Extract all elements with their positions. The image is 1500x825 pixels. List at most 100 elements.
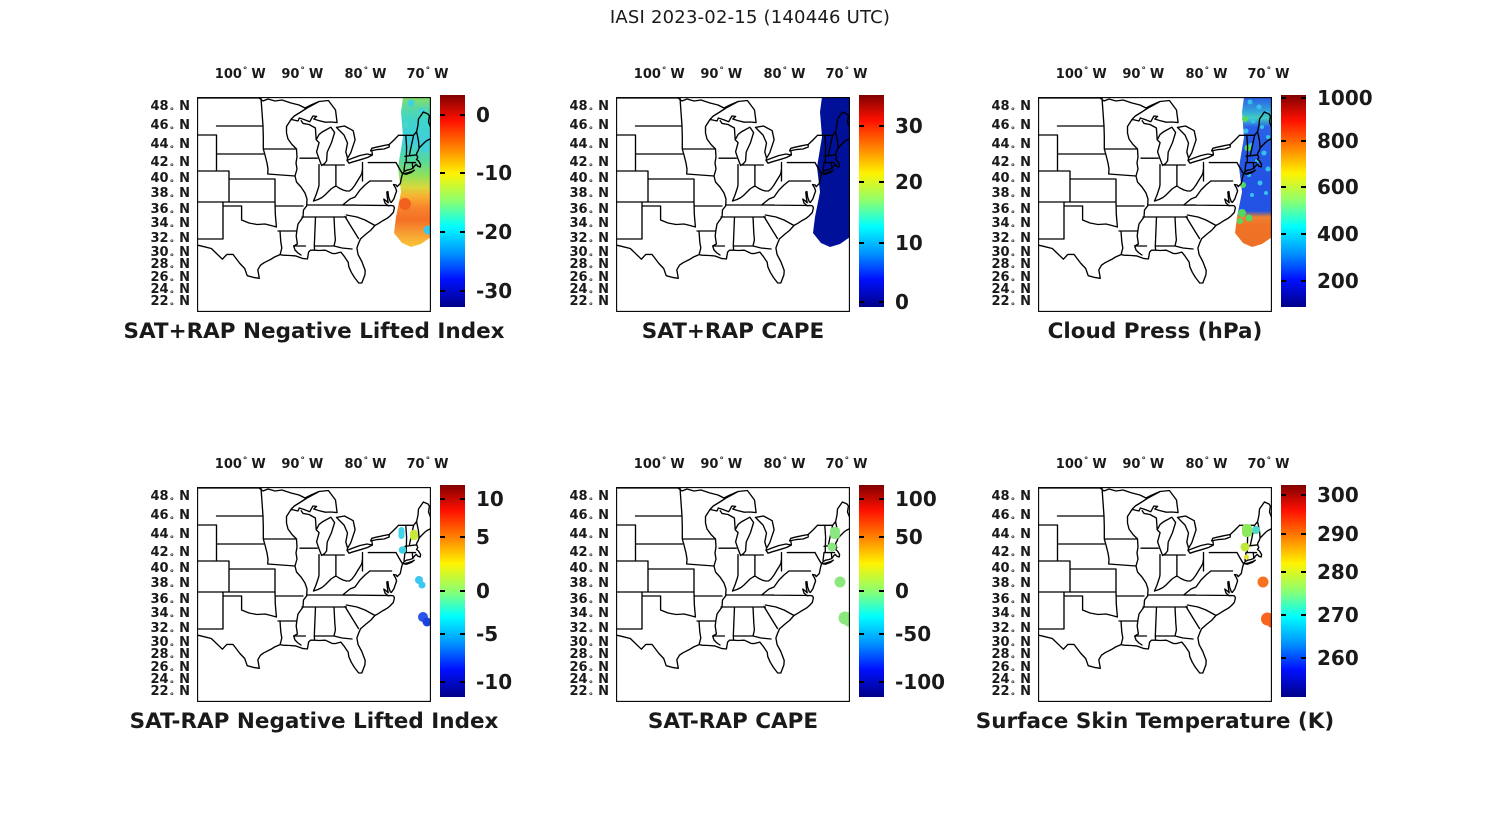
swath-patch xyxy=(1242,116,1248,122)
colorbar-tick-label: 260 xyxy=(1317,645,1359,670)
colorbar-tick xyxy=(440,536,445,539)
swath-patch xyxy=(1247,99,1253,105)
lat-tick-label: 44° N xyxy=(569,136,609,155)
lat-tick-label: 38° N xyxy=(569,186,609,205)
colorbar-tick-label: 800 xyxy=(1317,128,1359,153)
colorbar-tick xyxy=(460,113,465,116)
swath-patch xyxy=(403,122,409,128)
lat-tick-label: 40° N xyxy=(150,560,190,579)
colorbar-tick-label: 0 xyxy=(895,578,909,603)
lat-tick-label: 40° N xyxy=(150,170,190,189)
lat-tick-label: 36° N xyxy=(569,591,609,610)
lat-tick-label: 48° N xyxy=(569,99,609,118)
lat-tick-label: 32° N xyxy=(150,230,190,249)
lon-tick-label: 100° W xyxy=(633,456,685,472)
lon-tick-label: 80° W xyxy=(1185,456,1228,472)
retrieval-dot xyxy=(398,546,407,554)
colorbar-sat-plus-rap-nli xyxy=(440,95,465,307)
retrieval-dot xyxy=(834,576,846,588)
lat-tick-label: 28° N xyxy=(569,257,609,276)
lat-tick-label: 44° N xyxy=(991,136,1031,155)
lat-tick-label: 28° N xyxy=(991,647,1031,666)
lat-tick-label: 42° N xyxy=(150,154,190,173)
panel-title: SAT-RAP CAPE xyxy=(647,709,819,734)
colorbar-tick xyxy=(460,633,465,636)
lat-tick-label: 22° N xyxy=(569,293,609,312)
lat-tick-label: 44° N xyxy=(150,526,190,545)
colorbar-tick xyxy=(859,536,864,539)
colorbar-tick xyxy=(1281,656,1286,659)
lon-tick-label: 80° W xyxy=(763,66,806,82)
colorbar-tick-label: -100 xyxy=(895,669,946,694)
colorbar-tick xyxy=(1301,280,1306,283)
colorbar-tick xyxy=(879,124,884,127)
colorbar-tick xyxy=(1301,614,1306,617)
colorbar-tick xyxy=(440,230,445,233)
colorbar-tick-label: -20 xyxy=(476,219,513,244)
colorbar-tick xyxy=(440,680,445,683)
lon-tick-label: 100° W xyxy=(633,66,685,82)
lon-tick-label: 90° W xyxy=(1122,456,1165,472)
lon-tick-label: 80° W xyxy=(763,456,806,472)
map-surface-skin-temp xyxy=(1038,487,1272,702)
colorbar-tick xyxy=(460,230,465,233)
colorbar-tick xyxy=(440,589,445,592)
lat-tick-label: 32° N xyxy=(569,620,609,639)
lat-tick-label: 26° N xyxy=(991,660,1031,679)
lat-tick-label: 46° N xyxy=(150,508,190,527)
lat-tick-label: 36° N xyxy=(991,201,1031,220)
swath-patch xyxy=(1266,135,1270,139)
lat-tick-label: 40° N xyxy=(991,560,1031,579)
colorbar-tick xyxy=(1281,570,1286,573)
lon-tick-label: 90° W xyxy=(1122,66,1165,82)
us-state-boundaries xyxy=(616,97,850,284)
retrieval-dot xyxy=(830,527,840,539)
panel-title: Surface Skin Temperature (K) xyxy=(975,709,1335,734)
lat-tick-label: 38° N xyxy=(991,186,1031,205)
colorbar-tick xyxy=(1301,233,1306,236)
lon-tick-label: 90° W xyxy=(281,66,324,82)
colorbar-tick-label: 200 xyxy=(1317,269,1359,294)
colorbar-tick xyxy=(460,497,465,500)
colorbar-cloud-press xyxy=(1281,95,1306,307)
colorbar-tick-label: 50 xyxy=(895,525,923,550)
lat-tick-label: 26° N xyxy=(569,660,609,679)
map-sat-plus-rap-nli xyxy=(197,97,431,312)
lon-tick-label: 70° W xyxy=(1247,456,1290,472)
colorbar-tick xyxy=(440,290,445,293)
colorbar-tick xyxy=(859,300,864,303)
lat-tick-label: 26° N xyxy=(569,270,609,289)
swath-patch xyxy=(423,225,431,235)
colorbar-sat-plus-rap-cape xyxy=(859,95,884,307)
lat-tick-label: 46° N xyxy=(569,508,609,527)
retrieval-dot xyxy=(827,542,837,552)
lat-tick-label: 28° N xyxy=(991,257,1031,276)
retrieval-dot xyxy=(844,619,850,627)
colorbar-tick xyxy=(440,172,445,175)
lat-tick-label: 22° N xyxy=(991,293,1031,312)
colorbar-tick xyxy=(460,536,465,539)
lat-tick-label: 32° N xyxy=(150,620,190,639)
swath-patch xyxy=(1264,191,1268,195)
lat-tick-label: 46° N xyxy=(991,118,1031,137)
colorbar-tick xyxy=(1281,139,1286,142)
colorbar-tick xyxy=(1281,280,1286,283)
lat-tick-label: 38° N xyxy=(569,576,609,595)
us-state-boundaries xyxy=(197,97,431,284)
colorbar-tick xyxy=(1281,96,1286,99)
swath-patch xyxy=(1250,118,1256,124)
colorbar-tick xyxy=(859,589,864,592)
lat-tick-label: 22° N xyxy=(150,683,190,702)
lat-tick-label: 42° N xyxy=(569,154,609,173)
lat-tick-label: 40° N xyxy=(569,560,609,579)
colorbar-tick-label: -10 xyxy=(476,669,513,694)
colorbar-tick xyxy=(879,633,884,636)
colorbar-tick xyxy=(440,113,445,116)
lon-tick-label: 100° W xyxy=(1055,66,1107,82)
map-panel-sat-minus-rap-cape: 100° W 90° W 80° W 70° W 48° N 46° N 44° N 42° N 40° N 38°… xyxy=(556,442,966,757)
retrieval-dot xyxy=(398,527,405,539)
swath-patch xyxy=(1256,104,1262,110)
lat-tick-label: 30° N xyxy=(569,634,609,653)
retrieval-dot xyxy=(422,617,431,627)
lat-tick-label: 30° N xyxy=(569,244,609,263)
